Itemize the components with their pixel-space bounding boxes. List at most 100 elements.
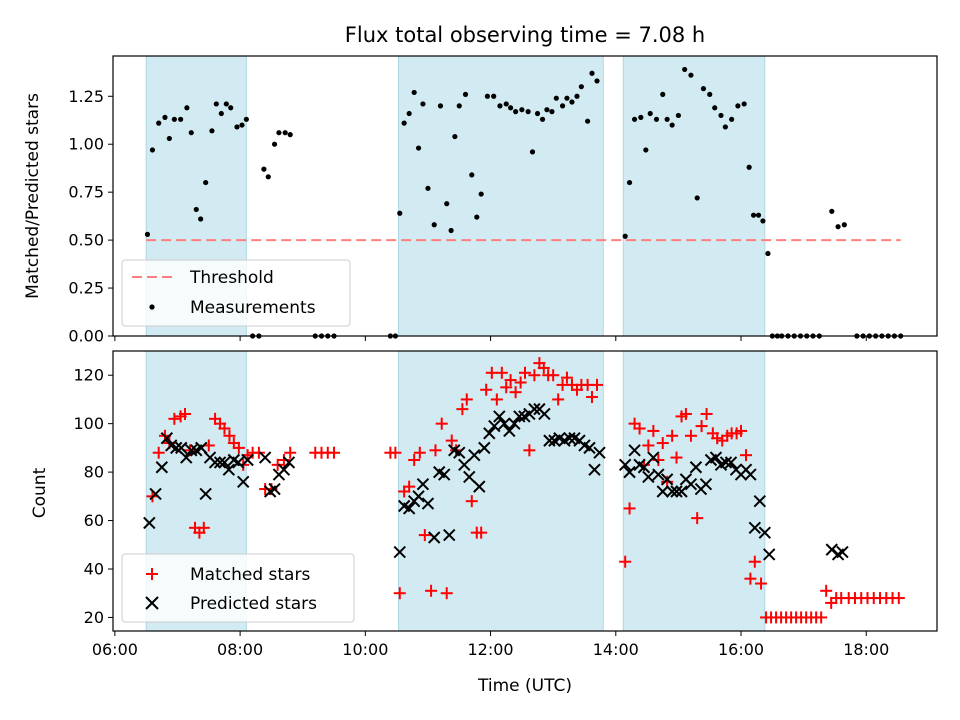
predicted-marker-b (588, 463, 601, 476)
predicted-marker-b (241, 453, 254, 467)
matched-star-marker (218, 422, 231, 435)
predicted-star-marker (684, 478, 698, 491)
predicted-star-marker (623, 465, 636, 479)
matched-star-marker (711, 432, 724, 445)
predicted-marker-b (543, 434, 556, 447)
measurement-point (765, 250, 771, 257)
measurement-point (564, 95, 570, 101)
y-tick-label: 0.75 (68, 183, 104, 202)
matched-star-marker (815, 611, 828, 624)
predicted-marker-b (258, 451, 272, 464)
matched-star-marker (460, 393, 473, 406)
predicted-star-marker (149, 487, 162, 501)
measurement-point (534, 110, 541, 117)
measurement-point (569, 99, 575, 105)
bottom-observing-windows (145, 350, 766, 632)
measurement-point (287, 132, 293, 138)
matched-star-marker (514, 376, 527, 389)
matched-star-marker (440, 587, 453, 600)
matched-star-marker (670, 451, 683, 464)
predicted-star-marker (593, 446, 606, 459)
predicted-marker-b (218, 456, 231, 469)
measurement-point (448, 227, 454, 234)
measurement-point (626, 179, 633, 186)
observing-window-band (398, 350, 604, 632)
predicted-marker-b (647, 451, 660, 464)
measurement-point (841, 222, 847, 228)
predicted-marker-b (483, 427, 496, 440)
predicted-marker-b (503, 424, 516, 438)
measurement-point (589, 70, 595, 76)
predicted-marker-b (656, 485, 669, 498)
predicted-star-marker (421, 497, 435, 510)
predicted-star-marker (258, 451, 272, 464)
predicted-star-marker (670, 485, 683, 498)
matched-star-marker (500, 381, 513, 394)
measurement-point (664, 116, 670, 122)
measurement-point (425, 185, 431, 191)
measurement-point (491, 93, 497, 99)
predicted-star-marker (836, 545, 849, 559)
x-tick-label: 14:00 (593, 640, 639, 659)
measurement-point (755, 212, 762, 218)
bottom-panel: 20 40 60 80 100 120 06:00 08:00 10:00 12:00 14:00… (30, 350, 938, 696)
predicted-star-marker (483, 427, 496, 440)
measurement-point (746, 164, 752, 170)
predicted-star-marker (416, 478, 430, 491)
matched-star-marker (495, 366, 508, 379)
legend-predicted-swatch (145, 596, 159, 610)
legend-matched-swatch (146, 568, 158, 580)
predicted-marker-b (416, 478, 430, 491)
measurement-point (223, 101, 229, 107)
y-tick-label: 20 (84, 608, 104, 627)
bottom-x-axis: 06:00 08:00 10:00 12:00 14:00 16:00 18:00 (92, 631, 889, 659)
predicted-marker-b (149, 487, 162, 501)
predicted-marker-b (428, 531, 441, 544)
predicted-marker-b (412, 490, 425, 503)
matched-star-marker (445, 434, 458, 447)
predicted-marker-b (170, 441, 183, 455)
measurement-point (437, 103, 444, 109)
x-tick-label: 12:00 (468, 640, 514, 659)
matched-star-marker (642, 439, 655, 452)
y-tick-label: 0.50 (68, 231, 104, 250)
chart-title: Flux total observing time = 7.08 h (345, 23, 705, 47)
predicted-star-marker (458, 458, 471, 472)
matched-star-marker (475, 526, 488, 539)
matched-star-marker (418, 529, 431, 542)
measurement-point (452, 133, 458, 140)
matched-star-marker (197, 521, 210, 534)
matched-star-marker (633, 422, 646, 435)
predicted-star-marker (825, 543, 839, 556)
predicted-star-marker (282, 456, 296, 469)
predicted-star-marker (618, 458, 632, 472)
predicted-star-marker (719, 456, 733, 469)
measurement-point (707, 91, 713, 97)
predicted-star-marker (528, 402, 541, 416)
predicted-star-marker (443, 528, 456, 542)
measurement-point (178, 116, 184, 122)
predicted-marker-b (744, 468, 757, 481)
matched-star-marker (691, 512, 704, 525)
bottom-axes-frame (112, 350, 938, 632)
predicted-star-marker (438, 468, 451, 481)
predicted-star-marker (699, 478, 713, 491)
measurement-point (474, 214, 480, 220)
matched-star-marker (179, 407, 192, 420)
x-tick-label: 16:00 (718, 640, 764, 659)
measurement-point (750, 212, 757, 218)
matched-star-marker (519, 366, 531, 379)
observing-window-band (622, 55, 766, 337)
predicted-marker-b (180, 451, 193, 464)
matched-star-marker (619, 555, 632, 568)
predicted-marker-b (670, 485, 683, 498)
matched-star-marker (509, 386, 522, 399)
predicted-star-marker (241, 453, 254, 467)
predicted-marker-b (642, 470, 655, 484)
measurement-point (631, 116, 638, 122)
predicted-marker-b (825, 543, 839, 556)
predicted-star-marker (709, 451, 723, 464)
predicted-marker-b (593, 446, 606, 459)
measurement-point (198, 216, 204, 222)
